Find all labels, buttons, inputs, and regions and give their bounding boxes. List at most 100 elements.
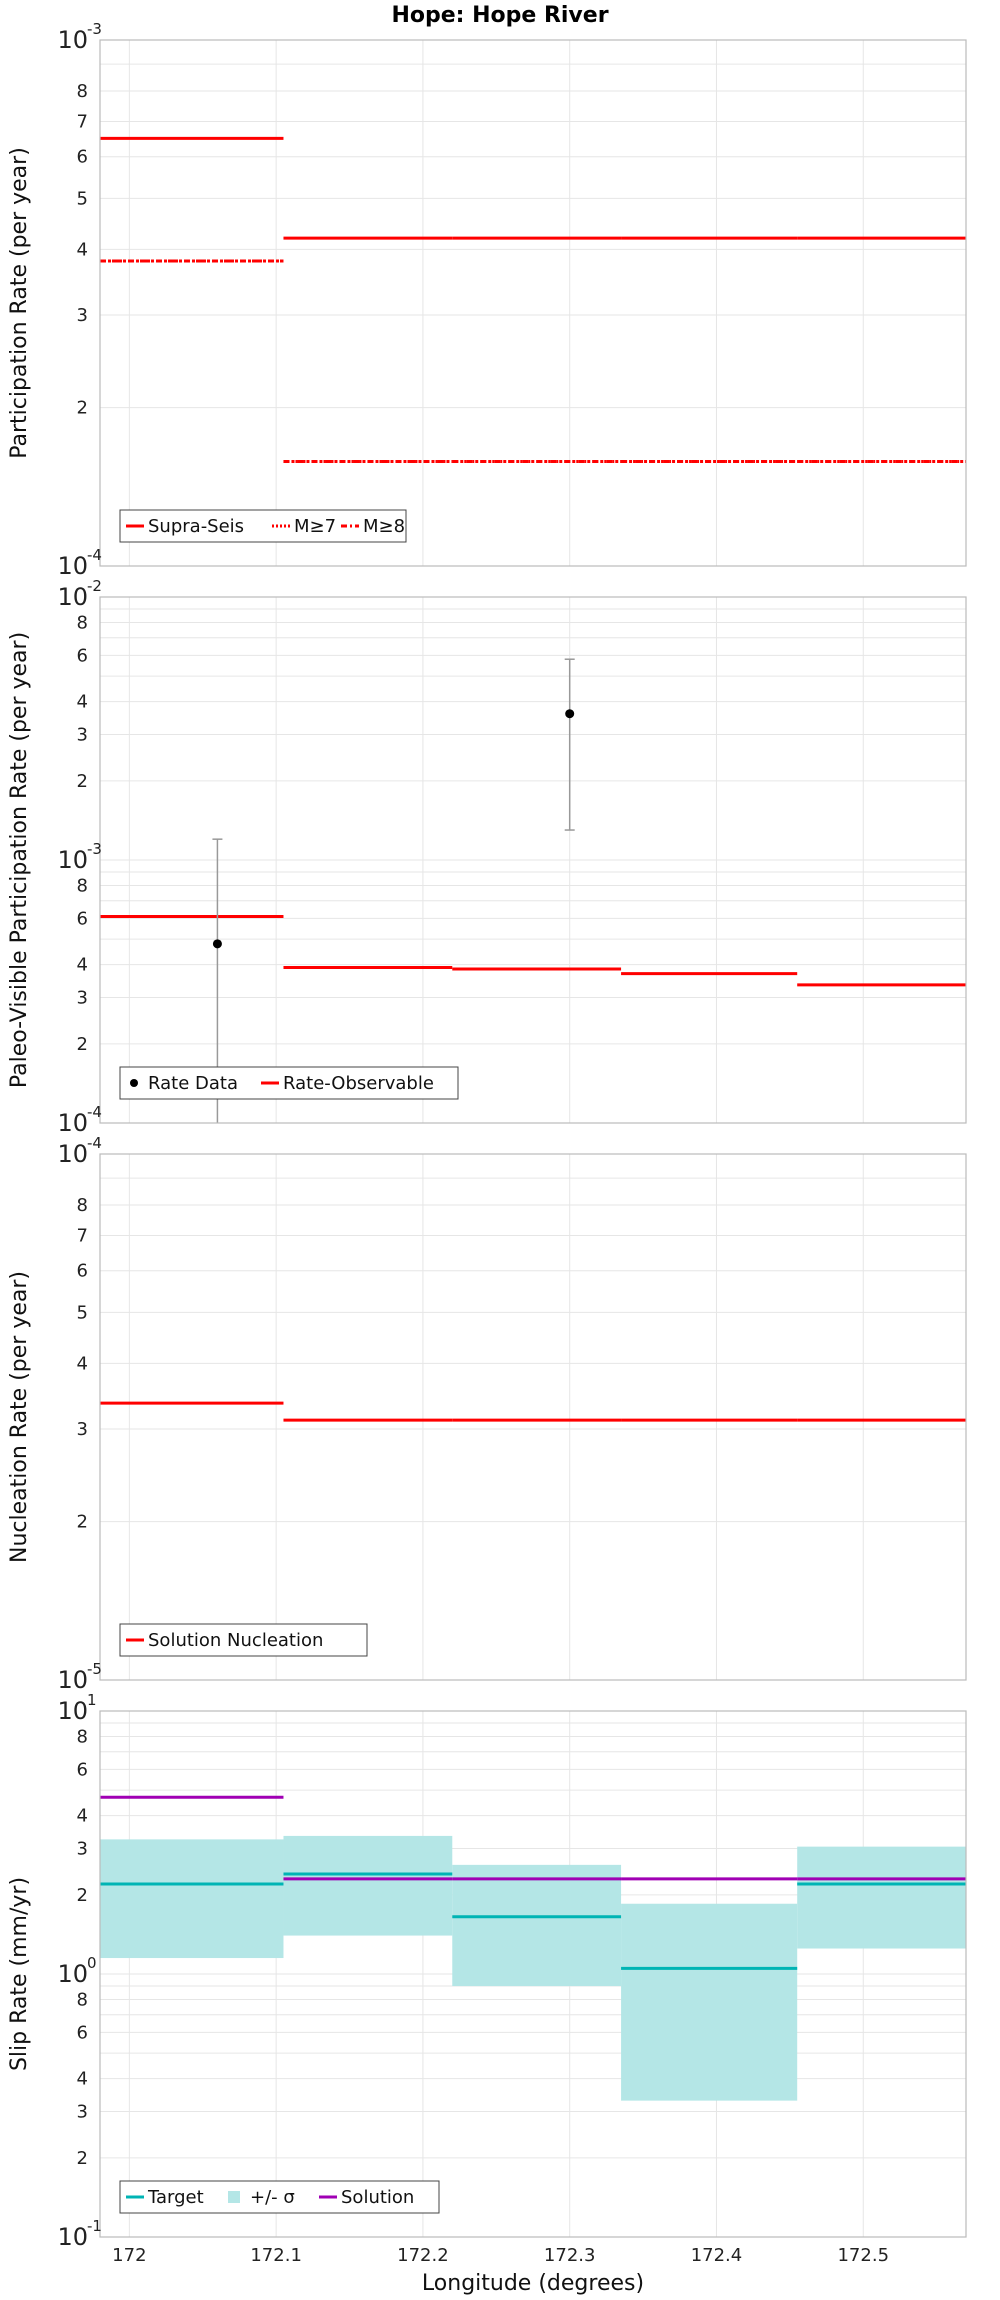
x-tick-label: 172.5 [837, 2245, 889, 2266]
y-tick-label: 6 [77, 1261, 88, 1282]
legend: Supra-Seis M≥7 M≥8 [119, 509, 407, 543]
legend-box [119, 1623, 368, 1657]
y-tick-exponent: -1 [87, 2217, 102, 2235]
legend-label: +/- σ [250, 2187, 295, 2208]
x-tick-label: 172 [112, 2245, 146, 2266]
y-tick-label: 2 [77, 1885, 88, 1906]
legend-label: Supra-Seis [148, 516, 244, 537]
y-tick-label: 10 [57, 1666, 88, 1694]
y-tick-label: 3 [77, 305, 88, 326]
sigma-band [452, 1864, 622, 1987]
data-point [212, 939, 222, 949]
legend-label: Target [147, 2187, 204, 2208]
y-tick-exponent: 1 [87, 1691, 97, 1709]
y-tick-label: 8 [77, 1726, 88, 1747]
y-tick-exponent: -2 [87, 577, 102, 595]
legend-marker [130, 1079, 138, 1087]
y-tick-label: 3 [77, 1839, 88, 1860]
x-tick-label: 172.2 [397, 2245, 449, 2266]
y-tick-label: 8 [77, 1195, 88, 1216]
y-axis-label: Paleo-Visible Participation Rate (per ye… [7, 632, 32, 1088]
y-tick-label: 10 [57, 846, 88, 874]
y-tick-label: 7 [77, 1225, 88, 1246]
y-tick-label: 6 [77, 147, 88, 168]
y-tick-label: 10 [57, 1109, 88, 1137]
y-tick-label: 4 [77, 2069, 88, 2090]
y-tick-label: 7 [77, 111, 88, 132]
legend-label: Rate-Observable [283, 1073, 434, 1094]
legend-label: Solution [341, 2187, 414, 2208]
y-tick-label: 10 [57, 583, 88, 611]
x-tick-label: 172.3 [544, 2245, 596, 2266]
x-tick-label: 172.4 [691, 2245, 743, 2266]
x-axis-label: Longitude (degrees) [422, 2271, 644, 2296]
data-point [565, 709, 575, 719]
legend-box [119, 2180, 440, 2214]
y-tick-label: 10 [57, 1140, 88, 1168]
y-tick-label: 10 [57, 26, 88, 54]
x-tick-label: 172.1 [250, 2245, 302, 2266]
y-tick-exponent: -4 [87, 1103, 102, 1121]
plot-frame [99, 1710, 967, 2238]
y-tick-label: 6 [77, 1759, 88, 1780]
y-tick-label: 3 [77, 988, 88, 1009]
y-tick-exponent: -3 [87, 20, 102, 38]
plot-frame [99, 596, 967, 1124]
y-tick-label: 4 [77, 692, 88, 713]
legend-label: Rate Data [148, 1073, 238, 1094]
plot-frame [99, 1153, 967, 1681]
y-tick-label: 10 [57, 1960, 88, 1988]
legend-label: Solution Nucleation [148, 1630, 323, 1651]
y-tick-label: 10 [57, 552, 88, 580]
y-axis-label: Participation Rate (per year) [7, 147, 32, 459]
y-tick-label: 6 [77, 2022, 88, 2043]
y-tick-label: 4 [77, 239, 88, 260]
y-tick-label: 2 [77, 2148, 88, 2169]
y-tick-label: 2 [77, 398, 88, 419]
plot-frame [99, 39, 967, 567]
figure-title: Hope: Hope River [391, 3, 608, 28]
sigma-band [283, 1835, 453, 1936]
legend-label: M≥8 [363, 516, 405, 537]
sigma-band [621, 1903, 798, 2101]
y-tick-label: 6 [77, 908, 88, 929]
y-tick-label: 3 [77, 2102, 88, 2123]
y-tick-label: 5 [77, 1302, 88, 1323]
y-tick-label: 4 [77, 955, 88, 976]
legend: Target +/- σ Solution [119, 2180, 440, 2214]
y-tick-exponent: 0 [87, 1954, 97, 1972]
y-tick-label: 2 [77, 771, 88, 792]
y-tick-exponent: -4 [87, 1134, 102, 1152]
y-tick-label: 10 [57, 1697, 88, 1725]
legend-marker [228, 2191, 240, 2203]
y-axis-label: Slip Rate (mm/yr) [7, 1877, 32, 2071]
y-tick-label: 10 [57, 2223, 88, 2251]
y-tick-exponent: -3 [87, 840, 102, 858]
y-tick-exponent: -4 [87, 546, 102, 564]
y-tick-label: 2 [77, 1512, 88, 1533]
y-tick-label: 2 [77, 1034, 88, 1055]
y-tick-label: 8 [77, 612, 88, 633]
y-tick-label: 3 [77, 1419, 88, 1440]
sigma-band [100, 1839, 284, 1959]
y-tick-label: 4 [77, 1353, 88, 1374]
y-tick-label: 4 [77, 1806, 88, 1827]
y-tick-label: 3 [77, 725, 88, 746]
legend-box [119, 1066, 459, 1100]
y-tick-label: 5 [77, 188, 88, 209]
legend-label: M≥7 [294, 516, 336, 537]
sigma-band [797, 1846, 966, 1949]
y-tick-label: 8 [77, 875, 88, 896]
y-tick-exponent: -5 [87, 1660, 102, 1678]
y-tick-label: 8 [77, 1989, 88, 2010]
legend: Rate Data Rate-Observable [119, 1066, 459, 1100]
y-tick-label: 8 [77, 81, 88, 102]
y-tick-label: 6 [77, 645, 88, 666]
y-axis-label: Nucleation Rate (per year) [7, 1271, 32, 1563]
